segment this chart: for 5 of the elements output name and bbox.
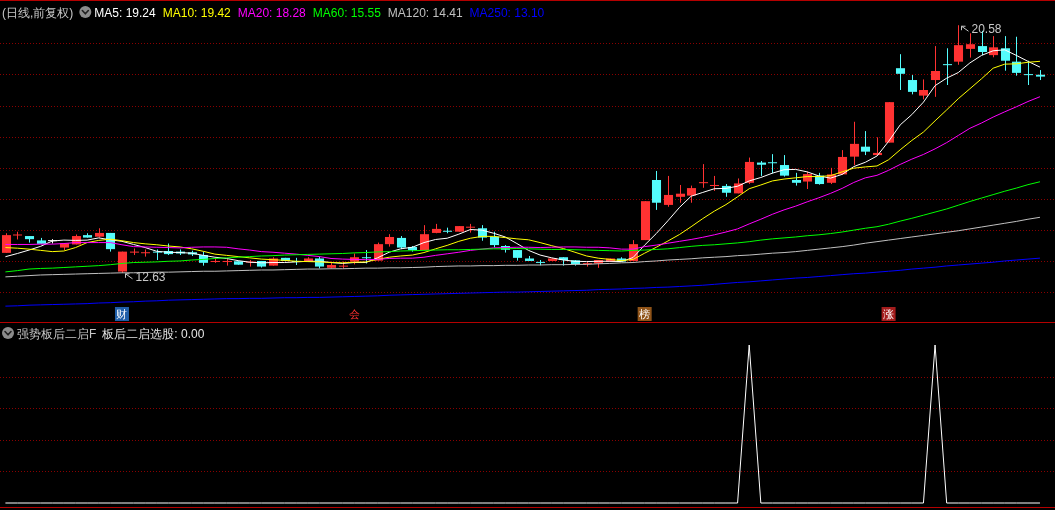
title: 强势板后二启F: [17, 326, 97, 341]
annotation: 12.63: [135, 269, 166, 284]
title: (日线,前复权): [2, 5, 74, 20]
subtitle: 板后二启选股: 0.00: [102, 326, 205, 341]
annotation: 20.58: [971, 22, 1002, 37]
